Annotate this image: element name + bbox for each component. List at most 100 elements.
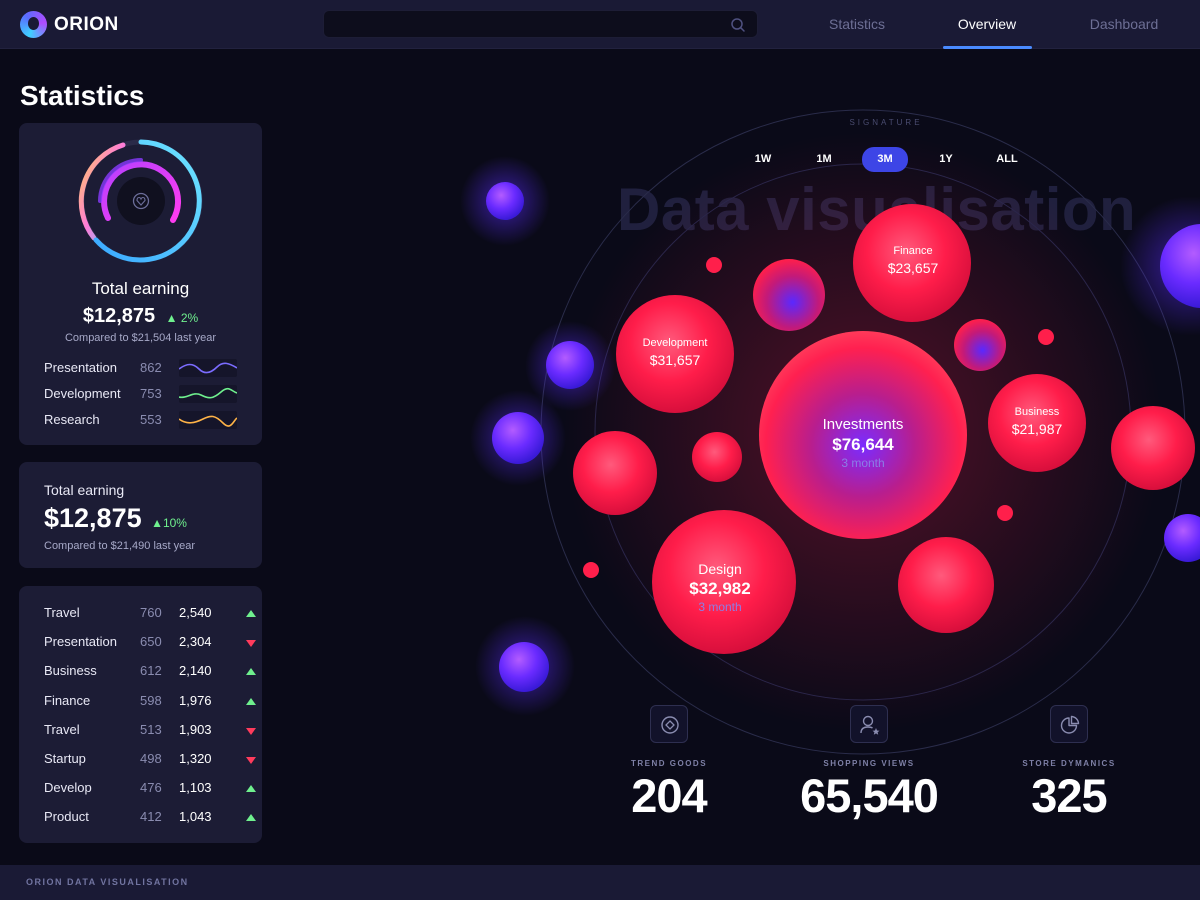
- search-input[interactable]: [323, 10, 758, 38]
- table-row-label: Finance: [44, 692, 91, 708]
- trend-up-icon: [246, 697, 256, 705]
- trend-goods-icon-box[interactable]: [650, 705, 688, 743]
- table-row[interactable]: Business 612 2,140: [44, 661, 259, 679]
- table-row-count: 498: [140, 751, 162, 766]
- bubble-value: $23,657: [887, 260, 939, 276]
- trend-down-icon: [246, 757, 256, 764]
- diamond-icon: [661, 716, 679, 734]
- row-label: Development: [44, 386, 121, 401]
- nav-overview[interactable]: Overview: [957, 16, 1017, 32]
- range-1y-button[interactable]: 1Y: [939, 153, 953, 165]
- range-1m-button[interactable]: 1M: [816, 153, 832, 165]
- range-1w-button[interactable]: 1W: [754, 153, 772, 165]
- bubble-purple-small-3: [492, 412, 544, 464]
- page-title: Statistics: [20, 80, 145, 111]
- bubble-name: Investments: [822, 416, 904, 433]
- table-row[interactable]: Startup 498 1,320: [44, 749, 259, 767]
- bubble-label-investments[interactable]: Investments $76,644 3 month: [763, 416, 963, 470]
- nav-statistics[interactable]: Statistics: [828, 16, 885, 32]
- bubble-red-small-1: [753, 259, 825, 331]
- table-row[interactable]: Finance 598 1,976: [44, 691, 259, 709]
- bubble-purple-small-2: [546, 341, 594, 389]
- earning-total-card: Total earning $12,875 ▲10% Compared to $…: [19, 462, 262, 568]
- top-bar: ORION Statistics Overview Dashboard: [0, 0, 1200, 49]
- table-row[interactable]: Travel 760 2,540: [44, 603, 259, 621]
- table-row-count: 760: [140, 605, 162, 620]
- range-all-button[interactable]: ALL: [996, 153, 1018, 165]
- orion-logo-icon: [20, 11, 47, 38]
- table-row[interactable]: Presentation 650 2,304: [44, 632, 259, 650]
- search-icon[interactable]: [730, 17, 746, 33]
- bubble-label-business[interactable]: Business $21,987: [967, 406, 1107, 437]
- earning-title: Total earning: [91, 279, 190, 298]
- app-name: ORION: [54, 13, 119, 35]
- row-value: 553: [140, 412, 162, 427]
- nav-dashboard[interactable]: Dashboard: [1089, 16, 1159, 32]
- table-row[interactable]: Travel 513 1,903: [44, 720, 259, 738]
- table-row-total: 1,976: [179, 692, 212, 708]
- bubble-label-design[interactable]: Design $32,982 3 month: [620, 561, 820, 614]
- trend-up-icon: [246, 610, 256, 617]
- table-row-count: 476: [140, 780, 162, 796]
- trend-goods-label: TREND GOODS: [630, 759, 708, 768]
- earning-total-compare: Compared to $21,490 last year: [44, 540, 196, 552]
- earning-compare: Compared to $21,504 last year: [64, 332, 217, 344]
- shopping-views-icon-box[interactable]: [850, 705, 888, 743]
- table-row[interactable]: Develop 476 1,103: [44, 778, 259, 796]
- table-row-total: 1,903: [179, 721, 212, 737]
- bubble-development: [616, 295, 734, 413]
- table-row-count: 412: [140, 809, 162, 825]
- table-row-total: 2,304: [179, 634, 212, 650]
- earning-row-presentation[interactable]: Presentation 862: [44, 359, 254, 377]
- bubble-red-small-3: [692, 432, 742, 482]
- bubble-name: Design: [698, 561, 742, 577]
- table-row-label: Presentation: [44, 634, 117, 650]
- store-dynamics-icon-box[interactable]: [1050, 705, 1088, 743]
- table-row-total: 1,103: [179, 780, 212, 796]
- table-row-label: Product: [44, 809, 89, 825]
- table-row[interactable]: Product 412 1,043: [44, 807, 259, 825]
- row-label: Research: [44, 412, 100, 427]
- bubble-canvas: [460, 109, 1200, 755]
- sparkline-research: [179, 411, 237, 429]
- earning-row-research[interactable]: Research 553: [44, 411, 254, 429]
- trend-up-icon: [246, 814, 256, 822]
- table-row-count: 513: [140, 721, 162, 737]
- row-value: 753: [140, 386, 162, 401]
- logo[interactable]: ORION: [20, 11, 119, 38]
- nav-active-indicator: [943, 46, 1032, 49]
- bubble-value: $31,657: [649, 352, 701, 368]
- bubble-purple-small-4: [499, 642, 549, 692]
- signature-label: SIGNATURE: [849, 118, 923, 127]
- shopping-views-value: 65,540: [800, 769, 939, 822]
- footer: ORION DATA VISUALISATION: [0, 865, 1200, 900]
- bubble-value: $76,644: [832, 435, 894, 454]
- bubble-visualisation: [270, 49, 1200, 865]
- sparkline-presentation: [179, 359, 237, 377]
- dot-red-3: [997, 505, 1013, 521]
- bubble-label-finance[interactable]: Finance $23,657: [843, 245, 983, 276]
- earning-total-value: $12,875: [44, 503, 142, 533]
- bubble-sub: 3 month: [698, 600, 742, 614]
- table-row-label: Startup: [44, 751, 86, 766]
- bubble-label-development[interactable]: Development $31,657: [605, 337, 745, 368]
- trend-up-icon: [246, 785, 256, 793]
- bubble-red-edge: [1111, 406, 1195, 490]
- trend-goods-value: 204: [631, 769, 707, 822]
- bubble-finance: [853, 204, 971, 322]
- row-value: 862: [140, 360, 162, 375]
- earning-value-row: $12,875 ▲ 2%: [19, 305, 262, 328]
- bubble-name: Development: [642, 337, 708, 349]
- earning-row-development[interactable]: Development 753: [44, 385, 254, 403]
- dot-red-1: [706, 257, 722, 273]
- table-row-label: Travel: [44, 605, 80, 620]
- bubble-purple-edge-1: [1160, 224, 1200, 308]
- bubble-red-small-2: [954, 319, 1006, 371]
- bubble-design: [652, 510, 796, 654]
- trend-down-icon: [246, 640, 256, 648]
- earning-total-title: Total earning: [44, 482, 125, 498]
- bubble-value: $32,982: [689, 579, 751, 598]
- range-3m-button[interactable]: 3M: [862, 147, 908, 172]
- table-row-total: 1,320: [179, 751, 212, 766]
- footer-text: ORION DATA VISUALISATION: [26, 877, 189, 887]
